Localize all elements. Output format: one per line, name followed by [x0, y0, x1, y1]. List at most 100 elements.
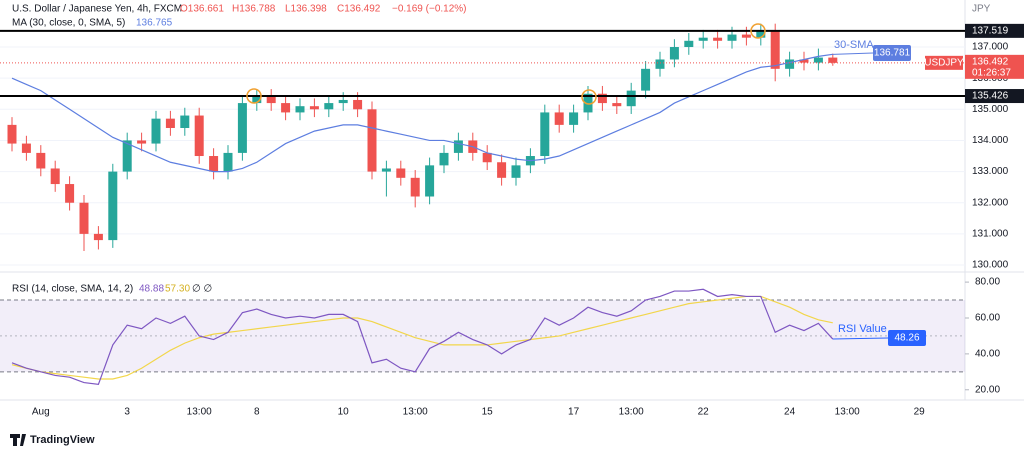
candle-body — [367, 109, 377, 172]
level-box — [965, 89, 1024, 104]
y-tick-label: 134.000 — [972, 135, 1009, 146]
ma-label: MA (30, close, 0, SMA, 5) — [12, 18, 125, 29]
candle-body — [482, 152, 492, 163]
rsi-line — [11, 295, 833, 380]
y-tick-label: 60.00 — [975, 313, 1000, 324]
candle-body — [813, 57, 823, 63]
candle-body — [655, 59, 665, 69]
x-tick-label: 22 — [698, 407, 710, 418]
candle-body — [65, 184, 75, 203]
ma-annotation: 30-SMA — [834, 39, 874, 51]
ma-box-label: 136.781 — [874, 48, 911, 59]
highlight-circle — [750, 23, 766, 39]
rsi-value: 48.88 — [139, 284, 164, 295]
x-tick-label: 10 — [338, 407, 350, 418]
candle-body — [799, 59, 809, 63]
level-label: 137.519 — [972, 26, 1009, 37]
candle-body — [252, 96, 262, 104]
x-tick-label: 3 — [124, 407, 130, 418]
y-tick-label: 133.000 — [972, 166, 1009, 177]
candle-body — [194, 115, 204, 157]
rsi-suffix: ∅ ∅ — [192, 284, 212, 295]
candle-body — [295, 106, 305, 113]
watermark: TradingView — [30, 434, 95, 446]
symbol-label: USDJPY — [924, 57, 964, 68]
symbol-box — [925, 55, 963, 70]
candle-body — [180, 115, 190, 128]
candle-body — [122, 140, 132, 172]
change: −0.169 (−0.12%) — [392, 4, 467, 15]
candle-body — [165, 118, 175, 128]
x-tick-label: 17 — [568, 407, 580, 418]
candle-body — [713, 37, 723, 41]
ma-value: 136.765 — [136, 18, 173, 29]
x-tick-label: 29 — [914, 407, 926, 418]
candle-body — [497, 162, 507, 178]
candle-body — [785, 59, 795, 69]
candle-body — [237, 103, 247, 153]
highlight-circle — [246, 88, 262, 104]
candle-body — [770, 31, 780, 69]
candle-body — [727, 34, 737, 41]
candle-body — [381, 168, 391, 172]
candle-body — [453, 140, 463, 153]
candle-body — [353, 99, 363, 110]
rsi-sma-value: 57.30 — [165, 284, 190, 295]
rsi-box-label: 48.26 — [894, 333, 919, 344]
ohlc-high: H136.788 — [232, 4, 276, 15]
y-tick-label: 40.00 — [975, 349, 1000, 360]
rsi-annotation: RSI Value — [838, 323, 887, 335]
rsi-box — [888, 330, 926, 346]
candle-body — [410, 177, 420, 197]
candle-body — [612, 103, 622, 107]
price-box — [965, 54, 1024, 79]
logo — [10, 434, 26, 446]
candle-body — [583, 93, 593, 113]
y-tick-label: 135.000 — [972, 104, 1009, 115]
candle-body — [684, 40, 694, 48]
ohlc-close: C136.492 — [337, 4, 381, 15]
candle-body — [223, 152, 233, 172]
ma-connector — [832, 52, 874, 55]
symbol-title: U.S. Dollar / Japanese Yen, 4h, FXCM — [12, 4, 182, 15]
candle-body — [626, 90, 636, 107]
candle-body — [21, 143, 31, 153]
candle-body — [425, 165, 435, 197]
candle-body — [511, 165, 521, 178]
x-tick-label: 24 — [784, 407, 796, 418]
rsi-line — [11, 288, 834, 386]
x-tick-label: 13:00 — [187, 407, 212, 418]
x-tick-label: Aug — [32, 407, 50, 418]
candle-body — [554, 112, 564, 125]
candle-body — [338, 99, 348, 104]
candle-body — [281, 103, 291, 113]
candle-body — [36, 152, 46, 169]
candle-body — [641, 68, 651, 91]
x-tick-label: 13:00 — [835, 407, 860, 418]
candle-body — [396, 168, 406, 178]
level-label: 135.426 — [972, 91, 1009, 102]
candle-body — [741, 34, 751, 38]
candle-body — [266, 96, 276, 104]
y-tick-label: 130.000 — [972, 260, 1009, 271]
ma-line — [11, 53, 833, 173]
candle-body — [569, 112, 579, 125]
candle-body — [79, 202, 89, 234]
candle-body — [828, 57, 838, 63]
rsi-title: RSI (14, close, SMA, 14, 2) — [12, 284, 133, 295]
ohlc-low: L136.398 — [285, 4, 327, 15]
plot: 130.000 131.000 132.000 133.000 134.000 135.0… — [0, 23, 1024, 418]
candle-body — [151, 118, 161, 144]
x-tick-label: 13:00 — [403, 407, 428, 418]
y-tick-label: 137.000 — [972, 42, 1009, 53]
price-label: 136.492 — [972, 56, 1009, 67]
candle-body — [309, 106, 319, 110]
candle-body — [439, 152, 449, 166]
candle-body — [93, 233, 103, 241]
candle-body — [209, 156, 219, 172]
x-tick-label: 13:00 — [619, 407, 644, 418]
candle-body — [597, 93, 607, 104]
candle-body — [698, 37, 708, 41]
